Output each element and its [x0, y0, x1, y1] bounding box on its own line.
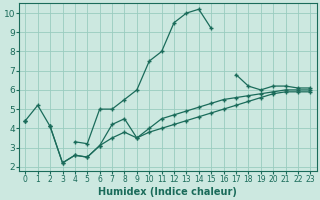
X-axis label: Humidex (Indice chaleur): Humidex (Indice chaleur): [98, 187, 237, 197]
